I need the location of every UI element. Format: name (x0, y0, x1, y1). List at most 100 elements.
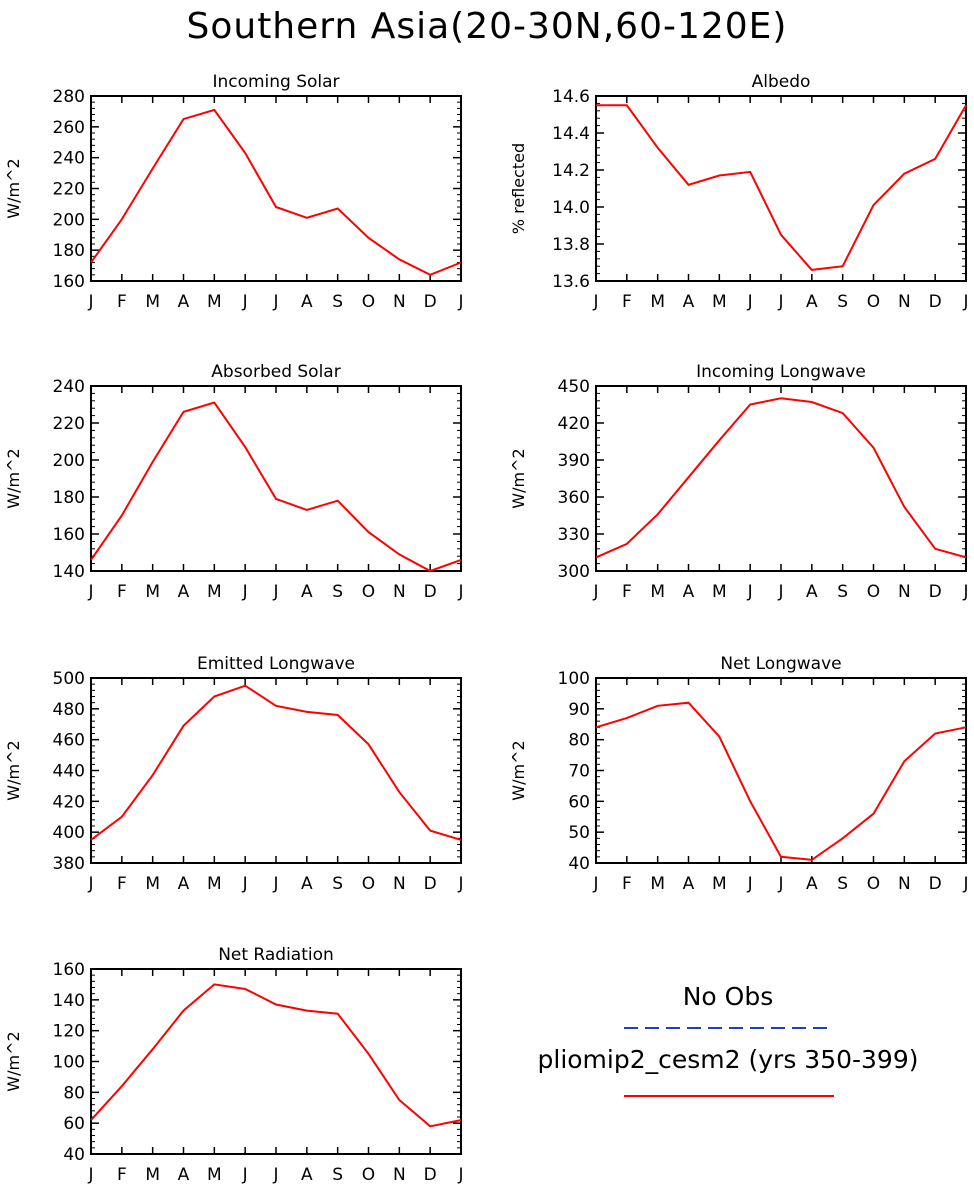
chart-2-xtick-label: J (457, 582, 463, 602)
chart-1-xtick-label: J (592, 292, 598, 312)
chart-3-xtick-label: J (592, 582, 598, 602)
chart-6-xtick-label: M (207, 1165, 222, 1185)
chart-6-xtick-label: O (362, 1165, 375, 1185)
chart-0: J F M A M J J A S O N D J160180200220240260280Incomi… (4, 72, 464, 312)
chart-5-xtick-label: O (867, 874, 880, 894)
chart-4-xtick-label: O (362, 874, 375, 894)
chart-3-xtick-label: A (806, 582, 818, 602)
chart-4-xtick-label: N (393, 874, 406, 894)
chart-1-xtick-label: N (898, 292, 911, 312)
chart-0-ytick-label: 220 (53, 180, 85, 200)
chart-1-ytick-label: 14.2 (552, 161, 590, 181)
chart-0-ytick-label: 200 (53, 210, 85, 230)
chart-0-xtick-label: A (178, 292, 190, 312)
chart-2-series-line (90, 401, 462, 573)
chart-2-xtick-label: M (207, 582, 222, 602)
chart-3-xtick-label: A (683, 582, 695, 602)
chart-5-xtick-label: J (962, 874, 968, 894)
chart-2: J F M A M J J A S O N D J140160180200220240Absorbed … (4, 362, 464, 602)
chart-0-xtick-label: O (362, 292, 375, 312)
chart-6-xtick-label: S (332, 1165, 343, 1185)
chart-3-xtick-label: M (650, 582, 665, 602)
chart-3-frame (595, 385, 967, 572)
chart-4-xtick-label: D (424, 874, 437, 894)
chart-6-xtick-label: A (301, 1165, 313, 1185)
chart-6-xtick-label: J (272, 1165, 278, 1185)
chart-5-xtick-label: M (650, 874, 665, 894)
chart-6-xtick-label: D (424, 1165, 437, 1185)
chart-4-ytick-label: 400 (53, 823, 85, 843)
chart-4-xtick-label: J (457, 874, 463, 894)
chart-5-xtick-label: F (622, 874, 632, 894)
chart-0-ytick-label: 260 (53, 118, 85, 138)
chart-1-xtick-label: J (962, 292, 968, 312)
chart-4-ytick-label: 420 (53, 792, 85, 812)
chart-4-title: Emitted Longwave (197, 654, 355, 674)
chart-6-ytick-label: 40 (63, 1145, 85, 1165)
chart-4: J F M A M J J A S O N D J380400420440460480500Emitte… (4, 654, 464, 894)
chart-6-ytick-label: 60 (63, 1114, 85, 1134)
chart-4-xtick-label: S (332, 874, 343, 894)
chart-5-ytick-label: 100 (558, 669, 590, 689)
chart-1-ylabel: % reflected (509, 143, 528, 234)
chart-0-xtick-label: M (145, 292, 160, 312)
chart-4-xtick-label: J (272, 874, 278, 894)
chart-5-xtick-label: J (592, 874, 598, 894)
chart-3-xtick-label: J (747, 582, 753, 602)
chart-3-ytick-label: 330 (558, 525, 590, 545)
chart-0-ytick-label: 180 (53, 241, 85, 261)
chart-6-xtick-label: M (145, 1165, 160, 1185)
chart-3-ytick-label: 450 (558, 377, 590, 397)
chart-0-ytick-label: 160 (53, 272, 85, 292)
chart-1-ytick-label: 14.6 (552, 87, 590, 107)
chart-4-ytick-label: 460 (53, 731, 85, 751)
chart-0-ylabel: W/m^2 (4, 158, 23, 218)
chart-0-xtick-label: J (457, 292, 463, 312)
chart-0-xtick-label: N (393, 292, 406, 312)
chart-3-ytick-label: 300 (558, 562, 590, 582)
chart-2-xtick-label: F (117, 582, 127, 602)
chart-6-xtick-label: N (393, 1165, 406, 1185)
chart-3-xtick-label: M (712, 582, 727, 602)
chart-4-xtick-label: M (207, 874, 222, 894)
chart-1-xtick-label: M (650, 292, 665, 312)
chart-3-ytick-label: 390 (558, 451, 590, 471)
chart-6-ytick-label: 120 (53, 1022, 85, 1042)
chart-5-xtick-label: N (898, 874, 911, 894)
chart-3: J F M A M J J A S O N D J300330360390420450Incoming … (509, 362, 969, 602)
chart-0-title: Incoming Solar (212, 72, 339, 92)
chart-1-xtick-label: O (867, 292, 880, 312)
chart-1-xtick-label: S (837, 292, 848, 312)
chart-5-ytick-label: 90 (568, 700, 590, 720)
legend-obs-label: No Obs (683, 982, 774, 1011)
chart-2-ytick-label: 240 (53, 377, 85, 397)
chart-3-ylabel: W/m^2 (509, 448, 528, 508)
chart-5-title: Net Longwave (720, 654, 841, 674)
chart-6-xtick-label: J (457, 1165, 463, 1185)
chart-6-frame (90, 968, 462, 1155)
chart-6-xtick-label: F (117, 1165, 127, 1185)
chart-6-ylabel: W/m^2 (4, 1031, 23, 1091)
chart-1-xtick-label: M (712, 292, 727, 312)
chart-3-xtick-label: J (962, 582, 968, 602)
chart-3-title: Incoming Longwave (696, 362, 866, 382)
chart-5-series-line (595, 701, 967, 861)
chart-4-series-line (90, 684, 462, 841)
chart-5-ylabel: W/m^2 (509, 740, 528, 800)
chart-3-ytick-label: 360 (558, 488, 590, 508)
chart-6-ytick-label: 140 (53, 991, 85, 1011)
chart-6-xtick-label: J (242, 1165, 248, 1185)
chart-6-ytick-label: 80 (63, 1083, 85, 1103)
chart-0-xtick-label: S (332, 292, 343, 312)
chart-0-xtick-label: M (207, 292, 222, 312)
chart-3-xtick-label: D (929, 582, 942, 602)
chart-6-ytick-label: 160 (53, 960, 85, 980)
chart-6-title: Net Radiation (218, 945, 334, 965)
chart-6-series-line (90, 983, 462, 1128)
chart-2-frame (90, 385, 462, 572)
chart-1-xtick-label: J (747, 292, 753, 312)
chart-1-ytick-label: 13.6 (552, 272, 590, 292)
chart-1-title: Albedo (752, 72, 811, 92)
